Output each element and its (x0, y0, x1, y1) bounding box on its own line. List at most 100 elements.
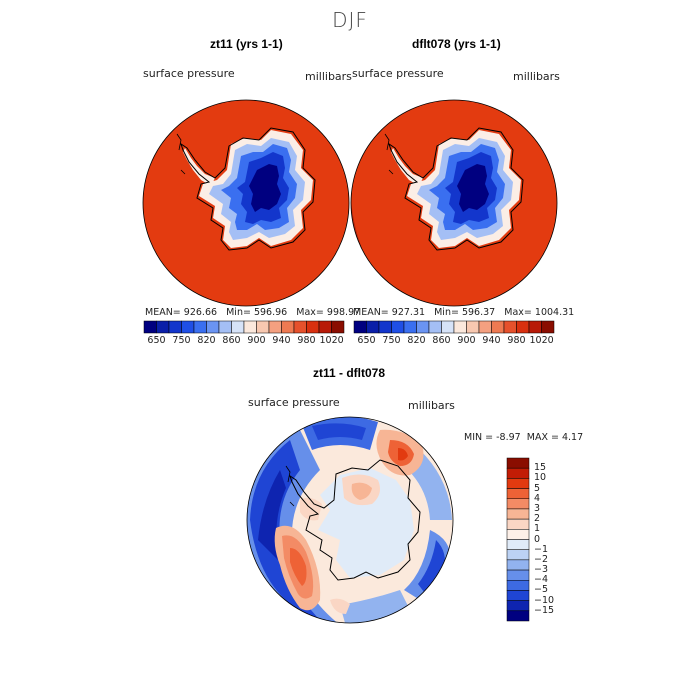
colorbar-tick-label: 650 (147, 335, 166, 346)
colorbar-tick-label: 820 (407, 335, 426, 346)
colorbar-tick-label: 980 (507, 335, 526, 346)
colorbar-tick-label: 2 (534, 513, 541, 525)
colorbar-swatch (506, 580, 530, 591)
panel2-title: dflt078 (yrs 1-1) (412, 37, 501, 51)
colorbar-tick-label: 10 (534, 472, 547, 484)
colorbar-swatch (441, 320, 455, 334)
panel1-left-label: surface pressure (143, 67, 235, 80)
colorbar-swatch (506, 590, 530, 601)
panel1-max-label: Max= (296, 307, 324, 318)
colorbar-swatch (193, 320, 207, 334)
diff-min: -8.97 (496, 432, 521, 443)
panel1-min: 596.96 (253, 307, 288, 318)
colorbar-swatch (403, 320, 417, 334)
panel2-min-label: Min= (434, 307, 459, 318)
colorbar-swatch (391, 320, 405, 334)
colorbar-swatch (506, 549, 530, 561)
colorbar-swatch (506, 559, 530, 571)
panel2-min: 596.37 (461, 307, 496, 318)
colorbar-swatch (378, 320, 392, 334)
colorbar-swatch (331, 320, 345, 334)
colorbar-tick-label: −1 (534, 543, 549, 555)
colorbar-swatch (306, 320, 320, 334)
colorbar-tick-label: 900 (247, 335, 266, 346)
colorbar-swatch (506, 508, 530, 520)
colorbar-diff (506, 457, 530, 622)
map-panel2 (350, 99, 558, 307)
colorbar-tick-label: 650 (357, 335, 376, 346)
colorbar-tick-label: −5 (534, 584, 549, 596)
colorbar-swatch (268, 320, 282, 334)
colorbar-tick-label: 3 (534, 502, 541, 514)
diff-left-label: surface pressure (248, 396, 340, 409)
diff-right-label: millibars (408, 399, 455, 412)
panel2-stats: MEAN= 927.31 Min= 596.37 Max= 1004.31 (353, 307, 574, 318)
colorbar-swatch (506, 498, 530, 510)
colorbar-swatch (416, 320, 430, 334)
figure-title: DJF (332, 8, 368, 32)
panel1-mean-label: MEAN= (145, 307, 181, 318)
colorbar-swatch (181, 320, 195, 334)
map-diff (246, 416, 454, 624)
colorbar-tick-label: −2 (534, 553, 549, 565)
colorbar-tick-label: 1020 (529, 335, 554, 346)
colorbar-swatch (366, 320, 380, 334)
colorbar-swatch (143, 320, 157, 334)
colorbar-swatch (156, 320, 170, 334)
diff-max-label: MAX = (526, 432, 559, 443)
colorbar-swatch (506, 478, 530, 489)
colorbar-swatch (206, 320, 220, 334)
panel2-max: 1004.31 (534, 307, 575, 318)
colorbar-swatch (318, 320, 332, 334)
colorbar-swatch (256, 320, 270, 334)
colorbar-swatch (506, 600, 530, 612)
colorbar-tick-label: 940 (482, 335, 501, 346)
colorbar-swatch (506, 457, 530, 469)
colorbar-tick-label: −10 (534, 594, 555, 606)
colorbar-swatch (231, 320, 245, 334)
colorbar-tick-label: −4 (534, 574, 549, 586)
colorbar-swatch (528, 320, 542, 334)
diff-minmax: MIN = -8.97 MAX = 4.17 (464, 432, 583, 443)
colorbar-swatch (478, 320, 492, 334)
colorbar-tick-label: 860 (432, 335, 451, 346)
colorbar-tick-label: −3 (534, 564, 549, 576)
colorbar-swatch (506, 529, 530, 540)
panel2-mean-label: MEAN= (353, 307, 389, 318)
colorbar-tick-label: 750 (382, 335, 401, 346)
colorbar-panel1 (143, 320, 345, 334)
diff-max: 4.17 (561, 432, 584, 443)
colorbar-swatch (491, 320, 505, 334)
colorbar-tick-label: 1 (534, 523, 541, 535)
colorbar-swatch (506, 467, 530, 479)
colorbar-swatch (293, 320, 307, 334)
colorbar-swatch (516, 320, 530, 334)
colorbar-tick-label: 15 (534, 462, 547, 474)
colorbar-swatch (281, 320, 295, 334)
diff-min-label: MIN = (464, 432, 494, 443)
panel2-left-label: surface pressure (352, 67, 444, 80)
panel2-right-label: millibars (513, 70, 560, 83)
colorbar-swatch (218, 320, 232, 334)
map-panel1 (142, 99, 350, 307)
colorbar-swatch (506, 518, 530, 530)
colorbar-swatch (428, 320, 442, 334)
colorbar-tick-label: 820 (197, 335, 216, 346)
colorbar-swatch (506, 488, 530, 499)
colorbar-tick-label: 750 (172, 335, 191, 346)
colorbar-swatch (353, 320, 367, 334)
colorbar-tick-label: 900 (457, 335, 476, 346)
colorbar-tick-label: 860 (222, 335, 241, 346)
panel1-max: 998.97 (326, 307, 361, 318)
panel1-min-label: Min= (226, 307, 251, 318)
colorbar-swatch (503, 320, 517, 334)
panel2-mean: 927.31 (391, 307, 426, 318)
colorbar-swatch (506, 539, 530, 550)
panel1-mean: 926.66 (183, 307, 218, 318)
colorbar-panel2 (353, 320, 555, 334)
colorbar-swatch (453, 320, 467, 334)
colorbar-tick-label: 5 (534, 482, 541, 494)
panel2-max-label: Max= (504, 307, 532, 318)
panel1-right-label: millibars (305, 70, 352, 83)
